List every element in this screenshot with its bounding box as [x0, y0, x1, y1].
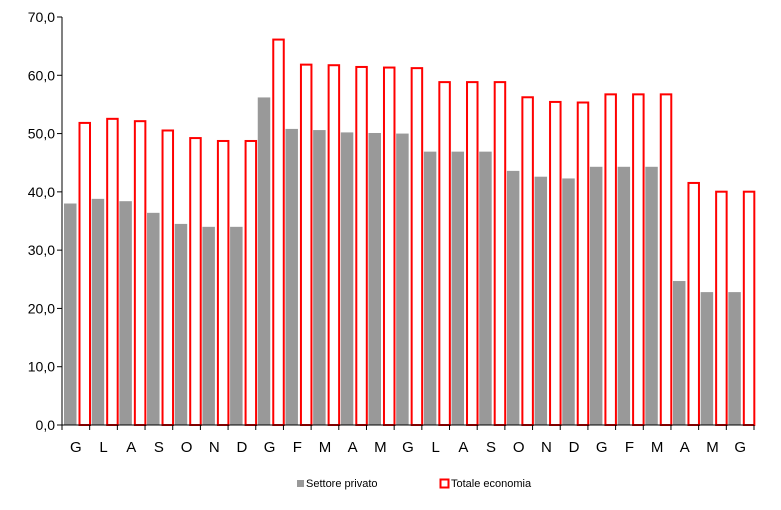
y-tick-label: 20,0: [28, 300, 55, 316]
x-tick-label: A: [126, 439, 136, 456]
bar-settore-privato: [64, 203, 77, 425]
x-tick-label: A: [348, 439, 358, 456]
x-tick-label: M: [374, 439, 387, 456]
bar-settore-privato: [700, 292, 714, 425]
x-tick-label: A: [680, 439, 690, 456]
bar-settore-privato: [451, 151, 465, 425]
bar-totale-economia: [659, 93, 673, 427]
bar-totale-economia: [493, 81, 507, 426]
bar-settore-privato: [617, 166, 631, 425]
x-tick-label: G: [70, 439, 82, 456]
bar-totale-economia: [410, 67, 424, 427]
bar-totale-economia: [521, 96, 534, 426]
y-tick-label: 50,0: [28, 126, 55, 142]
bar-settore-privato: [313, 130, 326, 425]
y-tick-label: 40,0: [28, 184, 55, 200]
bar-totale-economia: [216, 139, 230, 427]
bar-totale-economia: [632, 93, 645, 427]
x-tick-label: N: [209, 439, 220, 456]
bar-settore-privato: [534, 176, 548, 425]
bar-settore-privato: [728, 292, 741, 425]
x-tick-label: O: [513, 439, 525, 456]
bar-totale-economia: [244, 139, 258, 427]
x-tick-label: S: [486, 439, 496, 456]
legend-label-totale-economia: Totale economia: [451, 478, 532, 490]
x-tick-label: N: [541, 439, 552, 456]
bar-totale-economia: [133, 120, 147, 426]
bar-settore-privato: [285, 128, 298, 425]
bar-settore-privato: [506, 170, 520, 425]
bar-totale-economia: [78, 121, 91, 427]
bar-settore-privato: [479, 151, 492, 425]
y-tick-label: 70,0: [28, 9, 55, 25]
y-tick-label: 10,0: [28, 359, 55, 375]
bar-totale-economia: [299, 63, 313, 426]
bar-settore-privato: [672, 281, 686, 425]
x-tick-label: G: [402, 439, 414, 456]
bar-settore-privato: [119, 201, 132, 425]
bar-settore-privato: [589, 166, 603, 425]
bar-settore-privato: [202, 226, 215, 425]
bars: [64, 38, 756, 427]
x-tick-label: A: [458, 439, 468, 456]
bar-totale-economia: [466, 81, 479, 426]
bar-settore-privato: [257, 97, 271, 425]
bar-totale-economia: [106, 117, 119, 426]
bar-totale-economia: [382, 66, 396, 427]
x-tick-label: L: [99, 439, 107, 456]
x-tick-label: D: [236, 439, 247, 456]
bar-totale-economia: [327, 64, 341, 426]
y-axis: 0,0 10,0 20,0 30,0 40,0 50,0 60,0 70,0: [28, 9, 63, 433]
legend-label-settore-privato: Settore privato: [306, 478, 378, 490]
bar-totale-economia: [438, 81, 451, 426]
x-tick-label: L: [432, 439, 440, 456]
bar-settore-privato: [340, 132, 354, 426]
x-tick-label: G: [264, 439, 276, 456]
bar-settore-privato: [396, 133, 409, 426]
bar-settore-privato: [230, 226, 243, 425]
bar-settore-privato: [174, 223, 188, 425]
bar-totale-economia: [355, 65, 368, 427]
x-tick-label: G: [734, 439, 746, 456]
bar-totale-economia: [189, 137, 202, 426]
bar-settore-privato: [91, 198, 105, 425]
x-tick-label: F: [293, 439, 302, 456]
bar-totale-economia: [742, 190, 756, 426]
bar-settore-privato: [368, 132, 381, 425]
bar-totale-economia: [549, 100, 562, 426]
bar-totale-economia: [161, 129, 175, 426]
bar-settore-privato: [562, 178, 575, 425]
bar-settore-privato: [147, 212, 160, 425]
bar-settore-privato: [423, 151, 437, 425]
x-tick-label: S: [154, 439, 164, 456]
bar-totale-economia: [272, 38, 285, 427]
x-tick-label: D: [569, 439, 580, 456]
legend-swatch-totale-economia: [439, 478, 450, 489]
legend-swatch-settore-privato: [297, 480, 304, 487]
bar-totale-economia: [576, 101, 590, 426]
legend: Settore privato Totale economia: [297, 478, 532, 490]
x-tick-label: O: [181, 439, 193, 456]
x-tick-label: F: [625, 439, 634, 456]
bar-totale-economia: [687, 181, 700, 426]
x-tick-label: M: [706, 439, 719, 456]
y-tick-label: 0,0: [36, 417, 56, 433]
x-tick-label: G: [596, 439, 608, 456]
y-tick-label: 60,0: [28, 67, 55, 83]
x-tick-label: M: [319, 439, 332, 456]
bar-settore-privato: [645, 166, 658, 425]
bar-totale-economia: [604, 93, 617, 427]
y-tick-label: 30,0: [28, 242, 55, 258]
bar-totale-economia: [715, 190, 728, 426]
x-tick-label: M: [651, 439, 664, 456]
